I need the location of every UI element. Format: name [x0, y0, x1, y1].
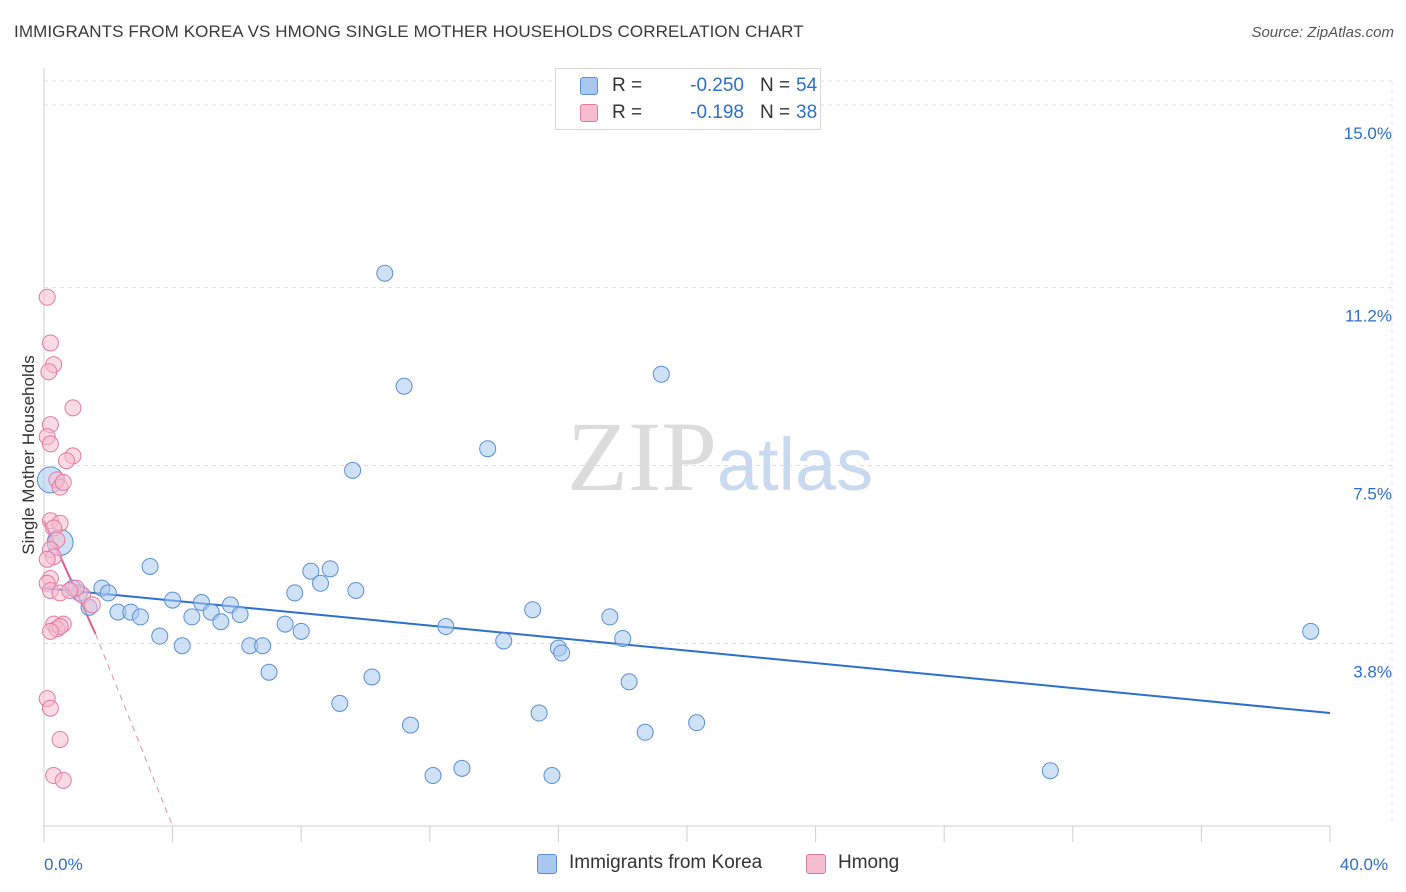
r-value: -0.198 [690, 102, 744, 123]
korea-point [614, 630, 632, 648]
legend: Immigrants from Korea Hmong [0, 852, 1406, 876]
chart-title: IMMIGRANTS FROM KOREA VS HMONG SINGLE MO… [14, 22, 804, 41]
hmong-swatch-icon [580, 104, 598, 122]
hmong-point [64, 399, 82, 417]
korea-point [231, 606, 249, 624]
data-points [36, 264, 1320, 789]
hmong-point [61, 581, 79, 599]
korea-point [173, 637, 191, 655]
hmong-point [41, 334, 59, 352]
tick-labels: 3.8% 7.5% 11.2% 15.0% 0.0% 40.0% [44, 124, 1392, 874]
legend-label: Immigrants from Korea [569, 852, 763, 873]
korea-point [424, 767, 442, 785]
korea-point [553, 644, 571, 662]
korea-point [212, 613, 230, 631]
y-tick-label: 15.0% [1344, 124, 1392, 143]
legend-label: Hmong [838, 852, 900, 873]
korea-point [601, 608, 619, 626]
korea-point [636, 723, 654, 741]
korea-point [495, 632, 513, 650]
korea-point [321, 560, 339, 578]
korea-point [292, 622, 310, 640]
korea-point [530, 704, 548, 722]
korea-point [164, 591, 182, 609]
n-label: N = [760, 75, 791, 96]
trend-lines [43, 520, 1331, 827]
korea-point [151, 627, 169, 645]
korea-point [99, 584, 117, 602]
y-tick-label: 11.2% [1345, 307, 1392, 326]
korea-point [395, 377, 413, 395]
korea-point [276, 615, 294, 633]
hmong-trend-extension [94, 633, 174, 827]
korea-point [688, 714, 706, 732]
hmong-point [41, 435, 59, 453]
y-tick-label: 7.5% [1353, 485, 1392, 504]
hmong-point [54, 473, 72, 491]
korea-point [402, 716, 420, 734]
hmong-point [54, 771, 72, 789]
hmong-point [58, 452, 76, 470]
n-value: 54 [796, 75, 818, 96]
korea-point [620, 673, 638, 691]
x-tick-label: 40.0% [1340, 855, 1388, 874]
korea-point [183, 608, 201, 626]
korea-swatch-icon [580, 77, 598, 95]
r-label: R = [612, 75, 643, 96]
n-value: 38 [796, 102, 818, 123]
korea-point [331, 694, 349, 712]
hmong-swatch-icon [806, 854, 826, 874]
korea-point [141, 557, 159, 575]
n-label: N = [760, 102, 791, 123]
source-label: Source: ZipAtlas.com [1251, 24, 1394, 41]
korea-point [254, 637, 272, 655]
hmong-point [38, 288, 56, 306]
r-label: R = [612, 102, 643, 123]
korea-point [347, 581, 365, 599]
hmong-point [41, 699, 59, 717]
x-tick-label: 0.0% [44, 855, 83, 874]
korea-point [524, 601, 542, 619]
watermark: ZIPatlas [567, 401, 873, 512]
korea-point [479, 440, 497, 458]
korea-point [453, 759, 471, 777]
korea-point [302, 562, 320, 580]
korea-point [1302, 622, 1320, 640]
korea-point [131, 608, 149, 626]
korea-trend-line [43, 587, 1331, 715]
korea-point [652, 365, 670, 383]
korea-point [311, 574, 329, 592]
r-value: -0.250 [690, 75, 744, 96]
korea-point [1041, 762, 1059, 780]
korea-swatch-icon [537, 854, 557, 874]
hmong-point [41, 622, 59, 640]
y-tick-label: 3.8% [1353, 662, 1392, 681]
stats-box: R = -0.250 N = 54 R = -0.198 N = 38 [555, 68, 821, 130]
korea-point [363, 668, 381, 686]
hmong-point [40, 363, 58, 381]
korea-point [344, 461, 362, 479]
korea-point [543, 767, 561, 785]
hmong-point [51, 730, 69, 748]
korea-point [260, 663, 278, 681]
watermark-text: ZIPatlas [567, 401, 873, 512]
hmong-point [83, 596, 101, 614]
korea-point [286, 584, 304, 602]
korea-point [437, 618, 455, 636]
korea-point [376, 264, 394, 282]
hmong-point [38, 550, 56, 568]
